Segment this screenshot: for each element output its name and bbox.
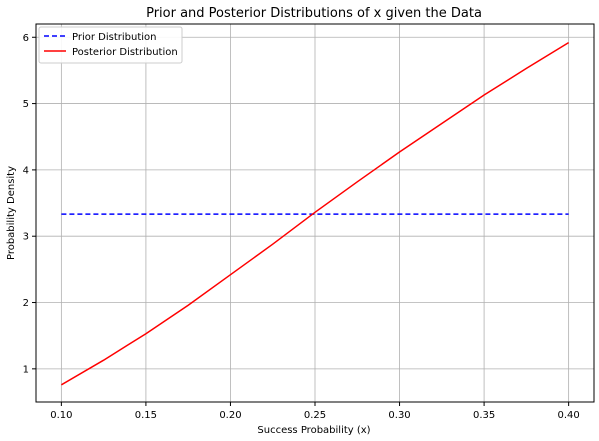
y-tick-label: 3 [23, 232, 29, 243]
y-tick-label: 6 [23, 33, 29, 44]
x-tick-label: 0.20 [219, 410, 241, 421]
legend-box [38, 26, 183, 64]
x-axis-label: Success Probability (x) [257, 425, 370, 436]
x-axis: 0.10 0.15 0.20 0.25 0.30 0.35 0.40 [50, 402, 580, 421]
series-line-posterior [61, 41, 569, 386]
legend: Prior Distribution Posterior Distributio… [38, 26, 183, 64]
x-tick-label: 0.35 [473, 410, 495, 421]
y-axis-label: Probability Density [6, 166, 17, 260]
x-tick-label: 0.15 [135, 410, 157, 421]
legend-label-posterior: Posterior Distribution [72, 47, 178, 58]
chart-title: Prior and Posterior Distributions of x g… [146, 6, 482, 21]
x-tick-label: 0.25 [304, 410, 326, 421]
x-tick-label: 0.10 [50, 410, 72, 421]
y-axis: 1 2 3 4 5 6 [23, 33, 36, 375]
series-layer [61, 41, 569, 386]
y-tick-label: 1 [23, 364, 29, 375]
legend-label-prior: Prior Distribution [72, 32, 157, 43]
y-tick-label: 5 [23, 99, 29, 110]
grid [36, 24, 594, 402]
x-tick-label: 0.30 [388, 410, 410, 421]
y-tick-label: 2 [23, 298, 29, 309]
y-tick-label: 4 [23, 165, 29, 176]
x-tick-label: 0.40 [558, 410, 580, 421]
